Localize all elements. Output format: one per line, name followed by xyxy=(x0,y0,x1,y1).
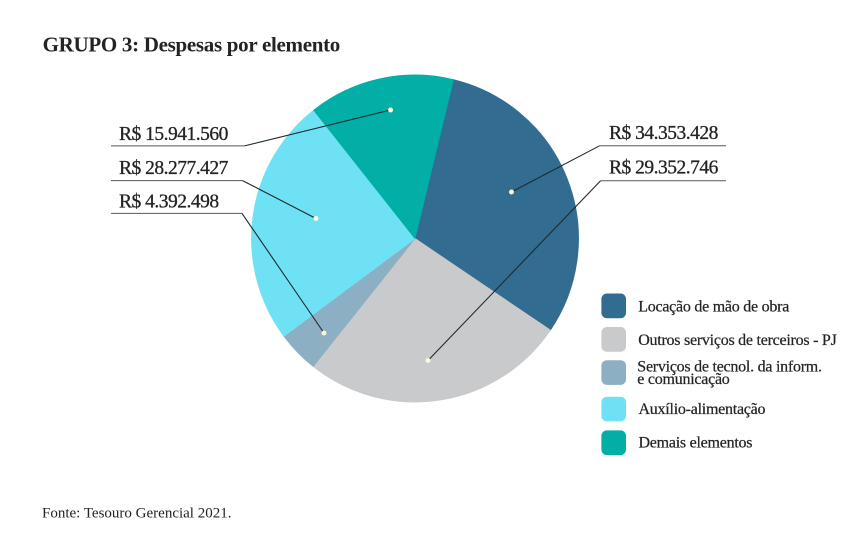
svg-text:R$ 34.353.428: R$ 34.353.428 xyxy=(609,123,718,144)
svg-text:R$ 29.352.746: R$ 29.352.746 xyxy=(609,157,719,178)
svg-text:R$ 28.277.427: R$ 28.277.427 xyxy=(119,158,229,179)
svg-text:R$ 15.941.560: R$ 15.941.560 xyxy=(119,124,228,145)
svg-text:R$ 4.392.498: R$ 4.392.498 xyxy=(119,191,219,212)
svg-text:Outros serviços de terceiros -: Outros serviços de terceiros - PJ xyxy=(638,332,836,349)
svg-text:Fonte: Tesouro Gerencial 2021.: Fonte: Tesouro Gerencial 2021. xyxy=(42,506,231,522)
svg-text:Serviços de tecnol. da inform.: Serviços de tecnol. da inform. xyxy=(637,358,821,375)
svg-text:Demais elementos: Demais elementos xyxy=(639,435,753,452)
svg-text:Locação de mão de obra: Locação de mão de obra xyxy=(638,298,789,315)
svg-text:Auxílio-alimentação: Auxílio-alimentação xyxy=(639,401,766,418)
svg-text:e comunicação: e comunicação xyxy=(637,371,730,388)
svg-text:GRUPO 3: Despesas por elemento: GRUPO 3: Despesas por elemento xyxy=(43,32,340,56)
